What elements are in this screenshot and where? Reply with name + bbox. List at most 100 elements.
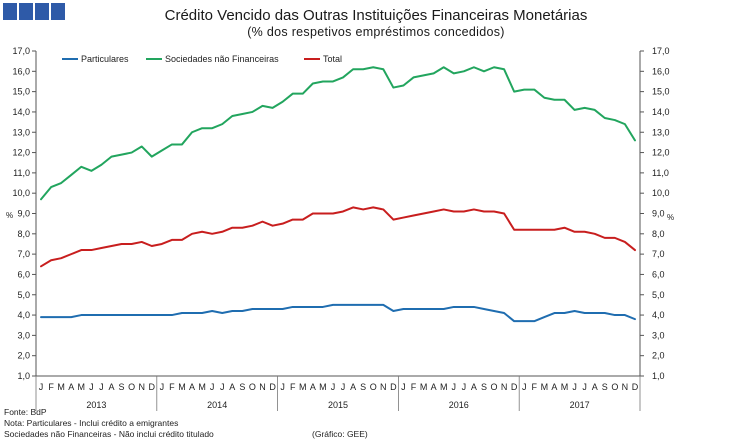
y-tick-label-left: 12,0	[12, 148, 30, 158]
x-tick-label-month: J	[572, 382, 577, 392]
x-tick-label-month: M	[420, 382, 428, 392]
x-tick-label-month: O	[370, 382, 377, 392]
x-tick-label-month: S	[481, 382, 487, 392]
x-tick-label-month: M	[319, 382, 327, 392]
y-tick-label-right: 4,0	[652, 310, 665, 320]
x-tick-label-month: M	[299, 382, 307, 392]
y-tick-label-left: 2,0	[17, 351, 30, 361]
x-tick-label-month: J	[582, 382, 587, 392]
x-tick-label-month: A	[551, 382, 557, 392]
x-tick-label-month: F	[411, 382, 417, 392]
y-tick-label-left: 8,0	[17, 229, 30, 239]
x-tick-label-month: A	[471, 382, 477, 392]
x-tick-label-month: J	[341, 382, 346, 392]
y-tick-label-left: 4,0	[17, 310, 30, 320]
x-tick-label-month: M	[440, 382, 448, 392]
series-line-2	[40, 66, 636, 201]
footer-credit: (Gráfico: GEE)	[312, 429, 368, 439]
x-tick-label-month: S	[119, 382, 125, 392]
y-tick-label-left: 1,0	[17, 371, 30, 381]
x-tick-label-month: J	[210, 382, 215, 392]
y-tick-label-right: 13,0	[652, 127, 670, 137]
x-tick-label-month: M	[198, 382, 206, 392]
y-tick-label-right: 3,0	[652, 330, 665, 340]
y-tick-label-left: 17,0	[12, 46, 30, 56]
y-tick-label-right: 1,0	[652, 371, 665, 381]
x-tick-label-month: D	[149, 382, 156, 392]
x-tick-label-year: 2015	[328, 400, 348, 410]
y-tick-label-left: 6,0	[17, 269, 30, 279]
x-tick-label-month: O	[249, 382, 256, 392]
x-tick-label-month: D	[269, 382, 276, 392]
legend: Particulares Sociedades não Financeiras To…	[62, 54, 342, 64]
x-tick-label-month: A	[310, 382, 316, 392]
x-tick-label-month: J	[99, 382, 104, 392]
y-tick-label-left: 14,0	[12, 107, 30, 117]
x-tick-label-month: A	[108, 382, 114, 392]
y-tick-label-left: 7,0	[17, 249, 30, 259]
x-tick-label-month: J	[220, 382, 225, 392]
legend-label: Particulares	[81, 54, 129, 64]
x-tick-label-month: A	[431, 382, 437, 392]
x-tick-label-month: J	[331, 382, 336, 392]
x-tick-label-month: D	[390, 382, 397, 392]
x-tick-label-month: S	[239, 382, 245, 392]
x-tick-label-month: M	[57, 382, 65, 392]
y-tick-label-left: 13,0	[12, 127, 30, 137]
y-tick-label-right: 17,0	[652, 46, 670, 56]
x-tick-label-month: S	[602, 382, 608, 392]
legend-label: Sociedades não Financeiras	[165, 54, 279, 64]
y-tick-label-left: 3,0	[17, 330, 30, 340]
y-tick-label-right: 14,0	[652, 107, 670, 117]
plot-area: 1,0 1,0 2,0 2,0 3,0 3,0 4,0 4,0 5,0 5,0 6,0 6,0 7,0 7…	[12, 46, 670, 411]
x-tick-label-month: J	[89, 382, 94, 392]
x-tick-label-year: 2013	[86, 400, 106, 410]
chart-title: Crédito Vencido das Outras Instituições …	[165, 7, 588, 24]
x-tick-label-year: 2016	[449, 400, 469, 410]
footer: Fonte: BdP Nota: Particulares - Inclui c…	[4, 407, 368, 439]
logo-square	[35, 3, 49, 20]
x-tick-label-month: N	[380, 382, 387, 392]
footer-note-2: Sociedades não Financeiras - Não inclui …	[4, 429, 214, 439]
x-tick-label-month: A	[592, 382, 598, 392]
y-tick-label-right: 10,0	[652, 188, 670, 198]
x-tick-label-month: N	[501, 382, 508, 392]
logo-square	[51, 3, 65, 20]
y-tick-label-left: 10,0	[12, 188, 30, 198]
x-tick-label-month: N	[138, 382, 145, 392]
x-tick-label-month: A	[68, 382, 74, 392]
x-tick-label-month: A	[189, 382, 195, 392]
chart-subtitle: (% dos respetivos empréstimos concedidos…	[247, 25, 505, 39]
y-tick-label-right: 6,0	[652, 269, 665, 279]
x-tick-label-month: F	[290, 382, 296, 392]
y-tick-label-right: 8,0	[652, 229, 665, 239]
x-tick-label-year: 2014	[207, 400, 227, 410]
y-tick-label-right: 7,0	[652, 249, 665, 259]
y-tick-label-right: 2,0	[652, 351, 665, 361]
x-tick-label-month: J	[280, 382, 285, 392]
footer-note-1: Nota: Particulares - Inclui crédito a em…	[4, 418, 178, 428]
logo	[3, 3, 65, 20]
y-axis-unit-left: %	[6, 211, 13, 220]
y-tick-label-left: 16,0	[12, 66, 30, 76]
y-tick-label-right: 11,0	[652, 168, 669, 178]
y-tick-label-right: 16,0	[652, 66, 670, 76]
x-tick-label-month: S	[360, 382, 366, 392]
y-tick-label-right: 9,0	[652, 209, 665, 219]
series-line-1	[40, 303, 636, 323]
x-tick-label-month: J	[522, 382, 527, 392]
legend-label: Total	[323, 54, 342, 64]
x-tick-label-year: 2017	[570, 400, 590, 410]
x-tick-label-month: J	[160, 382, 165, 392]
y-tick-label-right: 15,0	[652, 87, 670, 97]
series-line-3	[40, 206, 636, 268]
x-tick-label-month: M	[178, 382, 186, 392]
logo-square	[19, 3, 33, 20]
x-tick-label-month: N	[259, 382, 266, 392]
x-tick-label-month: M	[561, 382, 569, 392]
y-tick-label-right: 5,0	[652, 290, 665, 300]
x-tick-label-month: F	[169, 382, 175, 392]
y-axis-unit-right: %	[667, 213, 674, 222]
x-tick-label-month: N	[622, 382, 629, 392]
